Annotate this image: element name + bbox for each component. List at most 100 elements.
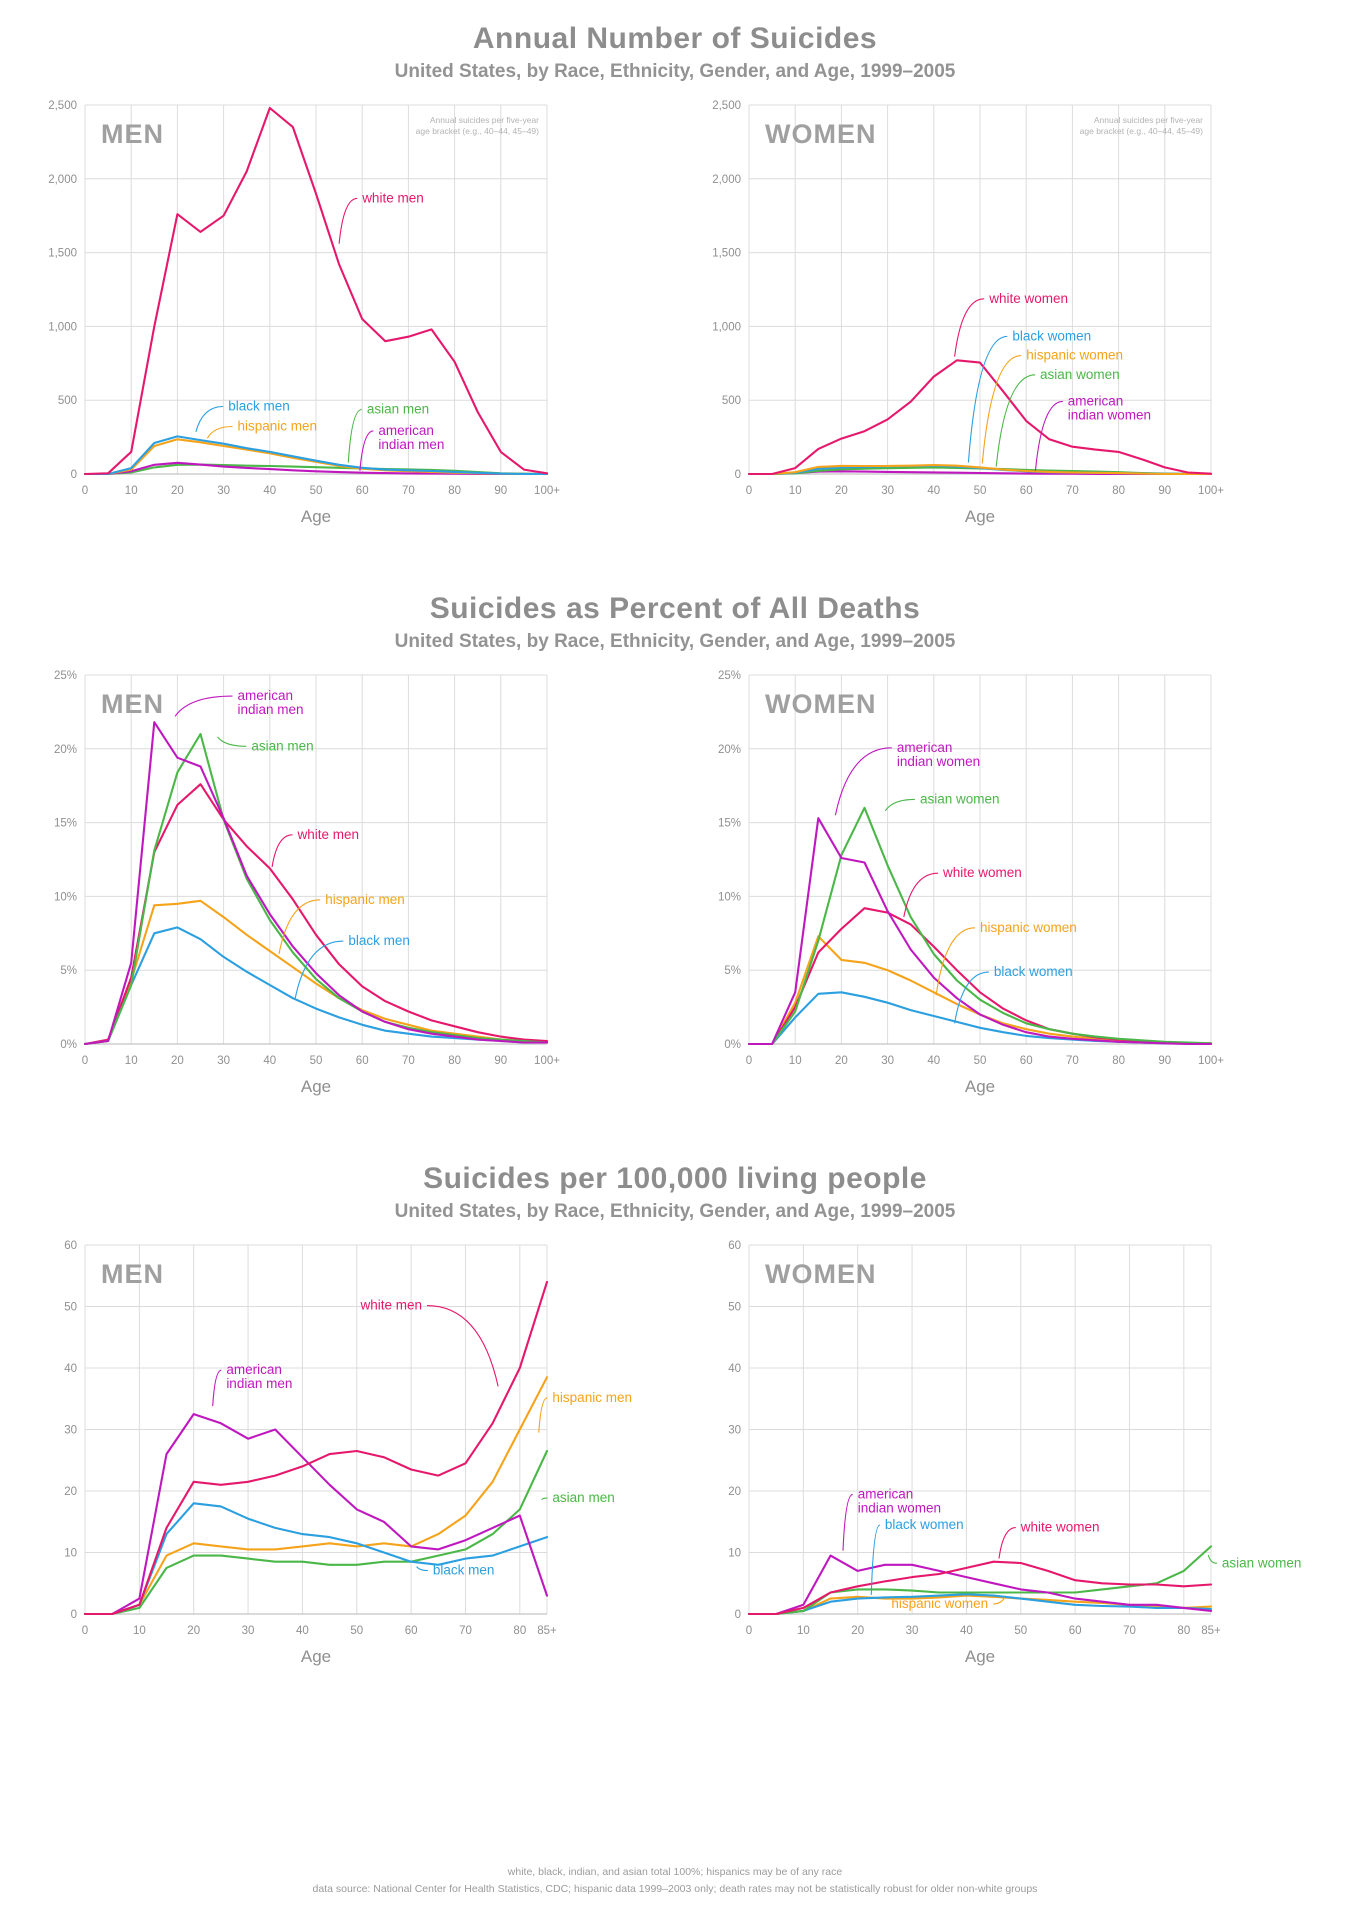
series-label: indian women — [897, 754, 980, 769]
x-axis-title: Age — [965, 507, 995, 526]
series-label: white men — [297, 827, 360, 842]
annotation-leader — [870, 1524, 881, 1595]
series-label: hispanic women — [1026, 348, 1123, 363]
x-tick-label: 70 — [402, 1055, 415, 1067]
annotation-leader — [935, 927, 976, 996]
series-line-hispanic — [83, 1376, 549, 1616]
annotation-leader — [541, 1497, 548, 1501]
series-label: hispanic men — [325, 892, 405, 907]
series-line-black — [747, 1593, 1213, 1616]
section-title-annual-counts: Annual Number of Suicides — [472, 22, 878, 55]
section-title-rate-per-100k: Suicides per 100,000 living people — [423, 1162, 927, 1195]
annotation-leader — [954, 971, 989, 1024]
series-label: white women — [942, 865, 1022, 880]
y-tick-label: 0 — [735, 1609, 741, 1621]
section-title-percent-of-deaths: Suicides as Percent of All Deaths — [429, 592, 921, 625]
x-tick-label: 85+ — [537, 1625, 557, 1637]
series-label: white men — [359, 1298, 422, 1313]
panel-note: Annual suicides per five-year — [430, 115, 539, 125]
annotation-leader — [426, 1305, 499, 1387]
annotation-leader — [195, 405, 224, 433]
series-label: white women — [988, 291, 1068, 306]
x-tick-label: 40 — [296, 1625, 309, 1637]
x-tick-label: 50 — [1014, 1625, 1027, 1637]
y-tick-label: 0 — [71, 469, 77, 481]
x-tick-label: 90 — [1158, 485, 1171, 497]
panel-gender-label: MEN — [101, 689, 164, 719]
series-label: american — [897, 740, 953, 755]
annotation-leader — [347, 408, 362, 463]
y-tick-label: 25% — [718, 670, 741, 682]
y-tick-label: 60 — [64, 1240, 77, 1252]
x-tick-label: 40 — [263, 485, 276, 497]
series-line-indian — [747, 1554, 1213, 1616]
panel-gender-label: MEN — [101, 1259, 164, 1289]
y-tick-label: 50 — [64, 1302, 77, 1314]
x-tick-label: 50 — [350, 1625, 363, 1637]
x-tick-label: 10 — [125, 485, 138, 497]
chart-rate-per-100k-men: 0 10 20 30 40 50 60 0 10 20 30 40 50 60 70 80 85+ MEN whit… — [64, 1240, 632, 1666]
series-label: white women — [1020, 1520, 1100, 1535]
x-tick-label: 90 — [1158, 1055, 1171, 1067]
annotation-leader — [1207, 1554, 1217, 1564]
series-label: indian women — [1068, 407, 1151, 422]
y-tick-label: 10 — [64, 1548, 77, 1560]
annotation-leader — [1034, 400, 1063, 471]
y-tick-label: 1,500 — [712, 248, 741, 260]
annotation-leader — [416, 1566, 428, 1572]
panel-note: age bracket (e.g., 40–44, 45–49) — [416, 126, 540, 136]
x-tick-label: 10 — [125, 1055, 138, 1067]
series-line-hispanic — [747, 464, 1213, 476]
section-subtitle-rate-per-100k: United States, by Race, Ethnicity, Gende… — [394, 1201, 956, 1222]
series-line-indian — [83, 1413, 549, 1616]
series-line-asian — [83, 1449, 549, 1616]
chart-percent-of-deaths-women: 0% 5% 10% 15% 20% 25% 0 10 20 30 40 50 60 70 80 90 100+ W… — [718, 670, 1224, 1096]
panels-row-percent-of-deaths: 0% 5% 10% 15% 20% 25% 0 10 20 30 40 50 60 70 80 90 100+ M… — [0, 661, 1350, 1106]
x-tick-label: 85+ — [1201, 1625, 1221, 1637]
x-tick-label: 100+ — [1198, 485, 1224, 497]
x-tick-label: 0 — [82, 485, 88, 497]
y-tick-label: 2,000 — [48, 174, 77, 186]
section-annual-counts: Annual Number of Suicides United States,… — [0, 0, 1350, 536]
series-line-indian — [747, 817, 1213, 1046]
x-tick-label: 40 — [263, 1055, 276, 1067]
series-label: american — [237, 688, 293, 703]
y-tick-label: 20% — [54, 744, 77, 756]
x-tick-label: 40 — [960, 1625, 973, 1637]
series-label: american — [1068, 393, 1124, 408]
x-tick-label: 90 — [494, 485, 507, 497]
chart-annual-counts-men: 0 500 1,000 1,500 2,000 2,500 0 10 20 30 40 50 60 70 8… — [48, 100, 560, 526]
annotation-leader — [981, 355, 1022, 464]
series-label: indian women — [858, 1500, 941, 1515]
series-label: asian women — [1222, 1555, 1302, 1570]
y-tick-label: 1,000 — [48, 321, 77, 333]
x-tick-label: 40 — [927, 485, 940, 497]
panel-gender-label: MEN — [101, 119, 164, 149]
section-subtitle-percent-of-deaths: United States, by Race, Ethnicity, Gende… — [394, 631, 956, 652]
x-tick-label: 0 — [746, 485, 752, 497]
y-tick-label: 10 — [728, 1548, 741, 1560]
x-tick-label: 100+ — [1198, 1055, 1224, 1067]
y-tick-label: 30 — [728, 1425, 741, 1437]
panel-note: Annual suicides per five-year — [1094, 115, 1203, 125]
x-tick-label: 0 — [746, 1625, 752, 1637]
x-tick-label: 0 — [82, 1055, 88, 1067]
annotation-leader — [278, 899, 321, 955]
annotation-leader — [294, 940, 344, 999]
x-tick-label: 60 — [356, 485, 369, 497]
x-tick-label: 100+ — [534, 485, 560, 497]
x-axis-title: Age — [965, 1077, 995, 1096]
y-tick-label: 5% — [724, 965, 741, 977]
x-tick-label: 60 — [1069, 1625, 1082, 1637]
series-label: indian men — [237, 702, 303, 717]
panel-gender-label: WOMEN — [765, 119, 876, 149]
y-tick-label: 0 — [71, 1609, 77, 1621]
x-tick-label: 70 — [1066, 1055, 1079, 1067]
annotation-leader — [359, 430, 374, 471]
x-tick-label: 50 — [974, 1055, 987, 1067]
series-label: white men — [361, 190, 424, 205]
x-tick-label: 60 — [1020, 485, 1033, 497]
annotation-leader — [993, 1597, 1006, 1605]
x-tick-label: 80 — [1112, 485, 1125, 497]
